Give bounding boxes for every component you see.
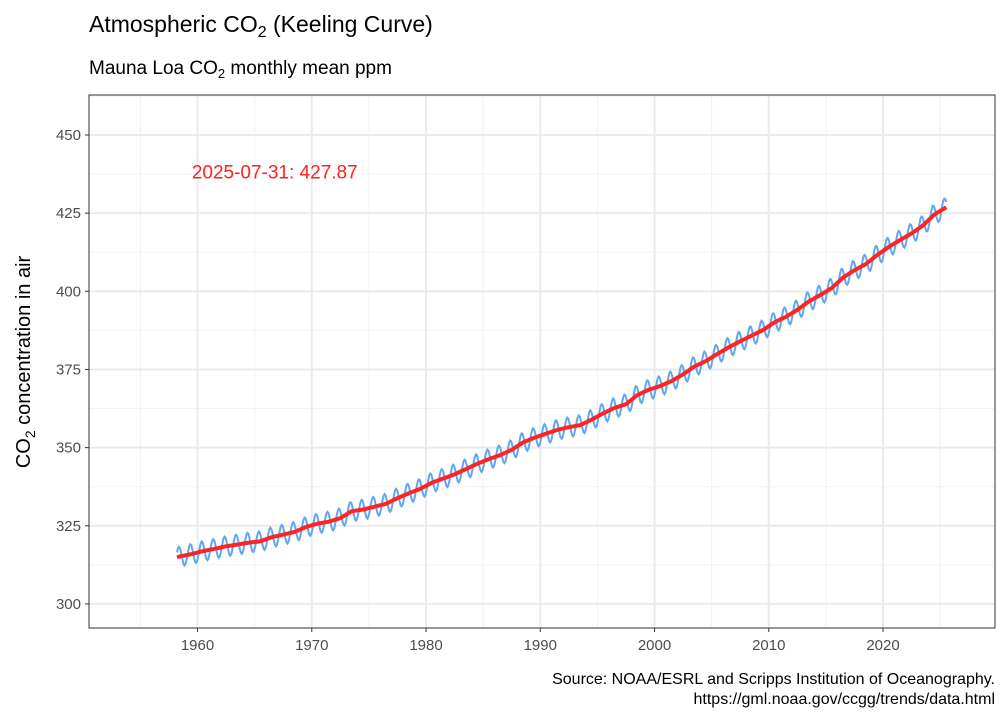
x-tick-label: 1980 [409,637,442,654]
series-lines [175,197,948,568]
x-tick-label: 2000 [638,637,671,654]
caption-line-1: Source: NOAA/ESRL and Scripps Institutio… [552,671,995,688]
axes: 300 325 350 375 400 425 450 1960 1970 1980 1990 200… [56,127,900,654]
y-tick-label: 325 [56,518,81,535]
chart-title: Atmospheric CO2 (Keeling Curve) [89,11,433,41]
x-tick-label: 2010 [752,637,785,654]
x-tick-label: 1960 [181,637,214,654]
y-axis-label: CO2 concentration in air [13,255,38,468]
y-tick-label: 300 [56,596,81,613]
panel-border [88,94,996,629]
caption-line-2: https://gml.noaa.gov/ccgg/trends/data.ht… [694,691,996,708]
x-tick-label: 1990 [524,637,557,654]
y-tick-label: 450 [56,127,81,144]
x-tick-label: 1970 [295,637,328,654]
y-tick-label: 425 [56,205,81,222]
monthly-mean-line [176,197,948,568]
y-tick-label: 375 [56,361,81,378]
latest-value-annotation: 2025-07-31: 427.87 [192,163,358,184]
x-tick-label: 2020 [866,637,899,654]
chart-subtitle: Mauna Loa CO2 monthly mean ppm [89,58,392,81]
y-tick-label: 350 [56,440,81,457]
y-tick-label: 400 [56,283,81,300]
trend-line [175,205,948,560]
